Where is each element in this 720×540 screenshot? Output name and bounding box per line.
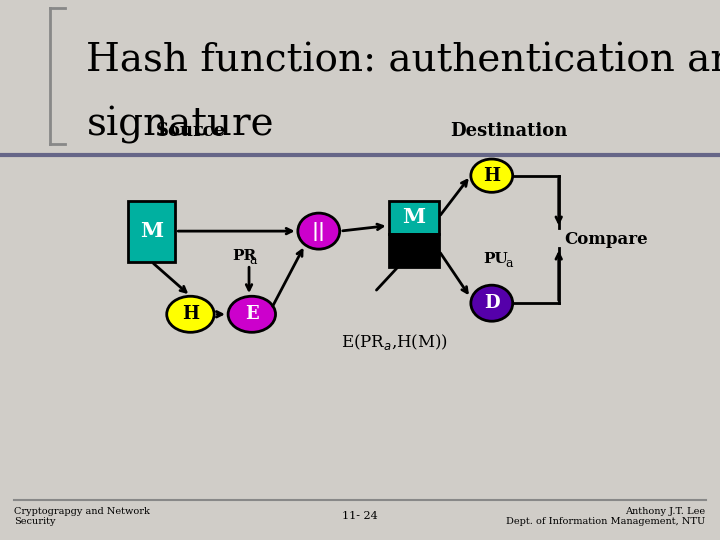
- Text: 11- 24: 11- 24: [342, 511, 378, 521]
- FancyBboxPatch shape: [389, 234, 438, 267]
- Text: E: E: [245, 305, 258, 323]
- Ellipse shape: [298, 213, 340, 249]
- Ellipse shape: [167, 296, 214, 332]
- Text: ||: ||: [312, 221, 325, 241]
- Ellipse shape: [471, 285, 513, 321]
- Text: PR: PR: [233, 249, 256, 263]
- Text: Anthony J.T. Lee
Dept. of Information Management, NTU: Anthony J.T. Lee Dept. of Information Ma…: [506, 507, 706, 526]
- Text: Compare: Compare: [564, 231, 648, 248]
- Text: Hash function: authentication and: Hash function: authentication and: [86, 42, 720, 79]
- Text: H: H: [182, 305, 199, 323]
- Text: H: H: [483, 167, 500, 185]
- FancyBboxPatch shape: [127, 201, 175, 261]
- Text: PU: PU: [483, 252, 508, 266]
- Text: E(PR$_a$,H(M)): E(PR$_a$,H(M)): [341, 332, 448, 352]
- Text: a: a: [249, 254, 256, 267]
- Text: M: M: [140, 221, 163, 241]
- Ellipse shape: [471, 159, 513, 192]
- Text: a: a: [505, 257, 513, 270]
- Text: D: D: [484, 294, 500, 312]
- Text: Source: Source: [156, 123, 225, 140]
- FancyBboxPatch shape: [389, 201, 438, 234]
- Text: M: M: [402, 207, 426, 227]
- Text: signature: signature: [86, 106, 274, 144]
- Ellipse shape: [228, 296, 276, 332]
- Text: Destination: Destination: [450, 123, 567, 140]
- Text: Cryptograpgy and Network
Security: Cryptograpgy and Network Security: [14, 507, 150, 526]
